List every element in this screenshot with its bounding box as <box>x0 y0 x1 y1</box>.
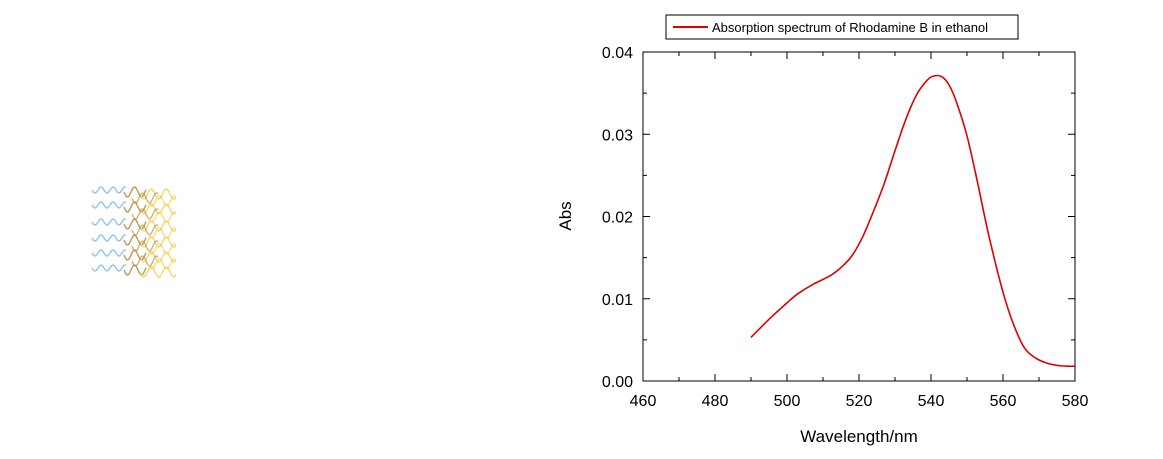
x-tick-label: 480 <box>702 393 729 410</box>
y-tick-label: 0.00 <box>602 374 633 391</box>
light-wave-icon <box>123 264 147 276</box>
x-tick-label: 500 <box>774 393 801 410</box>
light-wave-icon <box>91 234 127 242</box>
x-axis-title: Wavelength/nm <box>800 427 917 446</box>
light-wave-icon <box>123 249 147 261</box>
y-axis-ticks: 0.00 0.01 0.02 0.03 0.04 <box>602 45 1075 391</box>
light-wave-icon <box>147 243 177 255</box>
light-wave-icon <box>123 234 147 246</box>
legend: Absorption spectrum of Rhodamine B in et… <box>665 14 1019 40</box>
legend-box <box>665 14 1019 40</box>
x-tick-label: 560 <box>990 393 1017 410</box>
light-wave-icon <box>91 218 127 226</box>
light-wave-icon <box>91 249 127 257</box>
y-tick-label: 0.02 <box>602 210 633 227</box>
light-wave-icon <box>147 195 177 207</box>
y-tick-label: 0.01 <box>602 292 633 309</box>
light-wave-icon <box>147 227 177 239</box>
wave-decoration <box>91 186 177 278</box>
y-tick-label: 0.03 <box>602 127 633 144</box>
light-wave-icon <box>131 224 159 236</box>
x-axis-ticks: 460 480 500 520 540 560 580 <box>630 52 1089 410</box>
x-tick-label: 460 <box>630 393 657 410</box>
light-wave-icon <box>91 201 127 209</box>
x-tick-label: 520 <box>846 393 873 410</box>
y-tick-label: 0.04 <box>602 45 633 62</box>
light-wave-icon <box>131 240 159 252</box>
x-tick-label: 540 <box>918 393 945 410</box>
light-wave-icon <box>139 266 177 278</box>
light-wave-icon <box>131 255 159 267</box>
light-wave-icon <box>123 201 147 213</box>
series-line-0 <box>750 74 1076 368</box>
light-wave-icon <box>123 186 147 198</box>
legend-label: Absorption spectrum of Rhodamine B in et… <box>712 20 988 35</box>
plot-frame <box>642 51 1076 382</box>
light-wave-icon <box>147 211 177 223</box>
light-wave-icon <box>131 192 159 204</box>
x-tick-label: 580 <box>1062 393 1089 410</box>
y-axis-title: Abs <box>556 201 575 230</box>
series-layer <box>750 74 1076 368</box>
light-wave-icon <box>147 258 177 270</box>
light-wave-icon <box>123 218 147 230</box>
light-wave-icon <box>91 186 127 194</box>
light-wave-icon <box>131 208 159 220</box>
light-wave-icon <box>91 264 127 272</box>
